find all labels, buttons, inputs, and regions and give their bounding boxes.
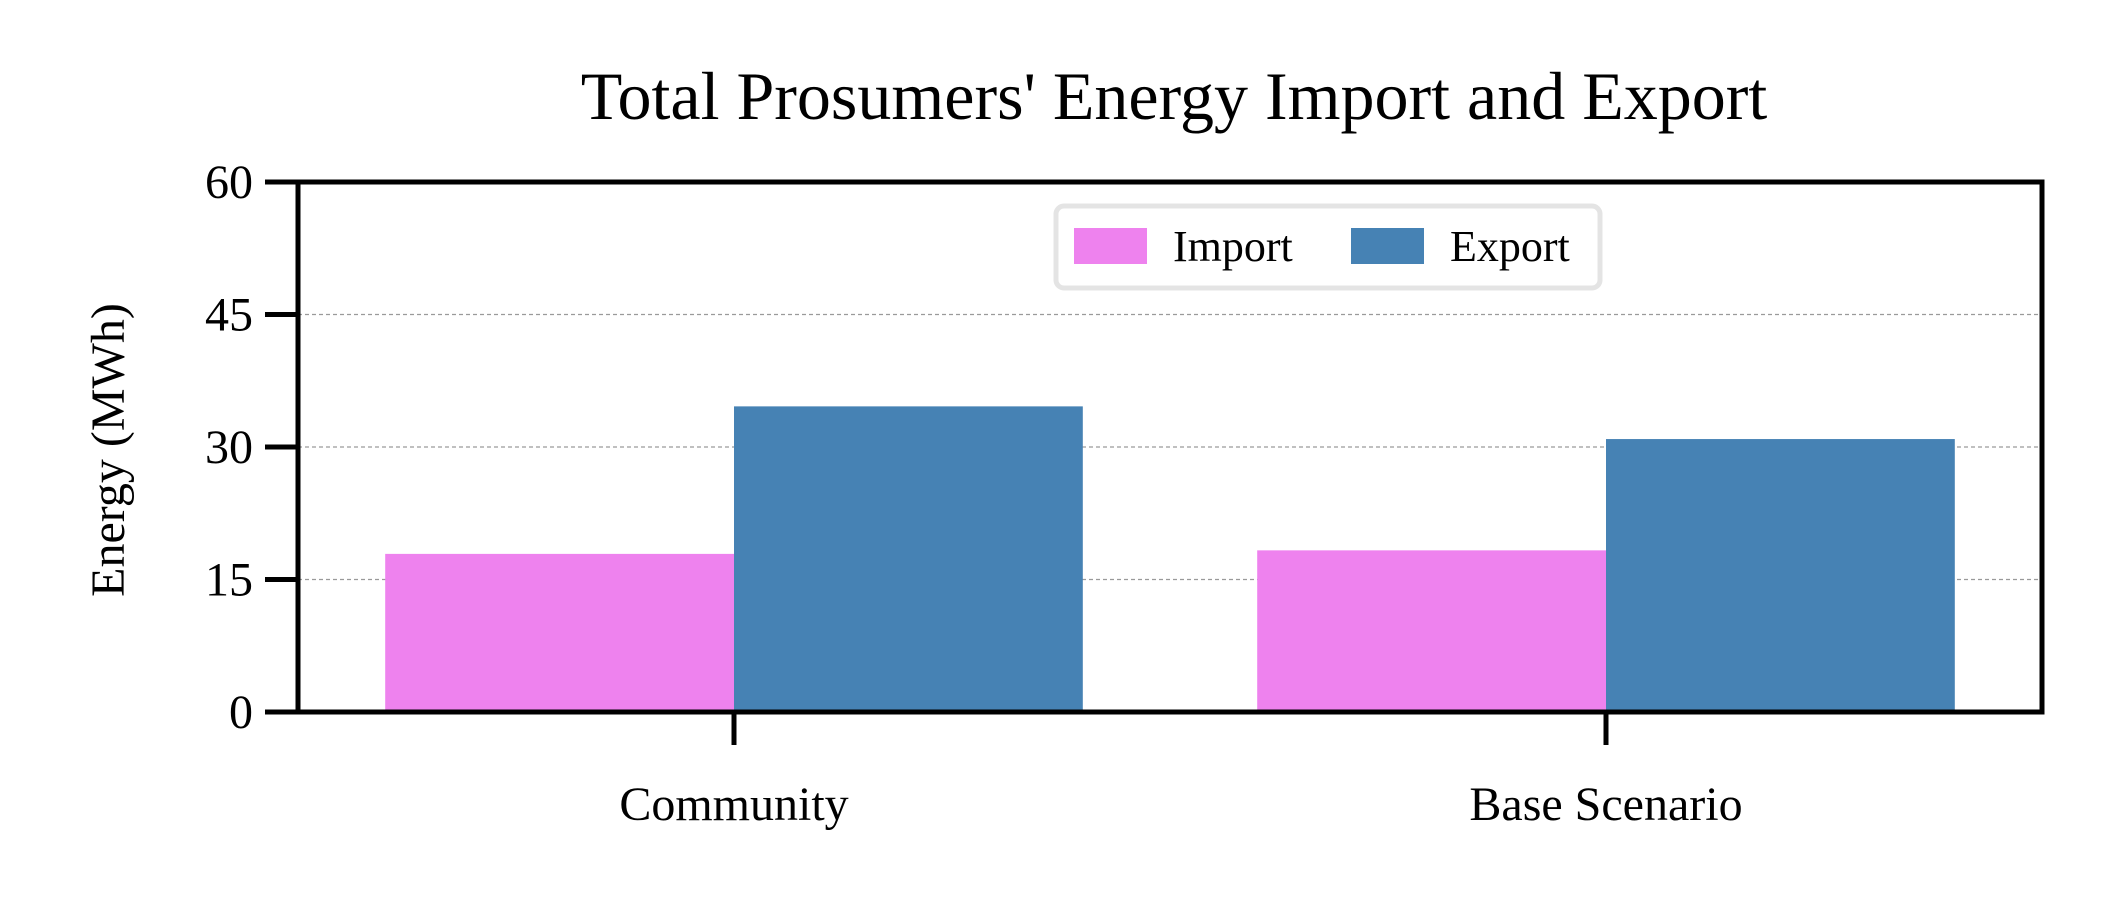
chart-title: Total Prosumers' Energy Import and Expor…: [581, 58, 1768, 134]
bar-export-1: [1606, 439, 1955, 712]
legend-label-export: Export: [1450, 222, 1570, 271]
y-axis-ticks: 0 15 30 45 60: [205, 156, 298, 739]
y-tick-label: 60: [205, 156, 253, 209]
legend-swatch-import: [1074, 228, 1147, 264]
legend-swatch-export: [1351, 228, 1424, 264]
x-tick-label: Base Scenario: [1469, 778, 1742, 831]
bar-import-1: [1257, 550, 1606, 712]
y-tick-label: 30: [205, 421, 253, 474]
y-tick-label: 45: [205, 289, 253, 342]
x-axis-ticks: Community Base Scenario: [619, 712, 1743, 831]
legend: Import Export: [1053, 203, 1603, 291]
legend-label-import: Import: [1173, 222, 1293, 271]
bar-import-0: [385, 553, 734, 712]
legend-box: [1053, 203, 1603, 291]
y-tick-label: 15: [205, 554, 253, 607]
bars: [385, 406, 1955, 712]
x-tick-label: Community: [619, 778, 848, 831]
y-tick-label: 0: [229, 686, 253, 739]
y-axis-label: Energy (MWh): [82, 303, 135, 597]
bar-export-0: [734, 406, 1083, 712]
